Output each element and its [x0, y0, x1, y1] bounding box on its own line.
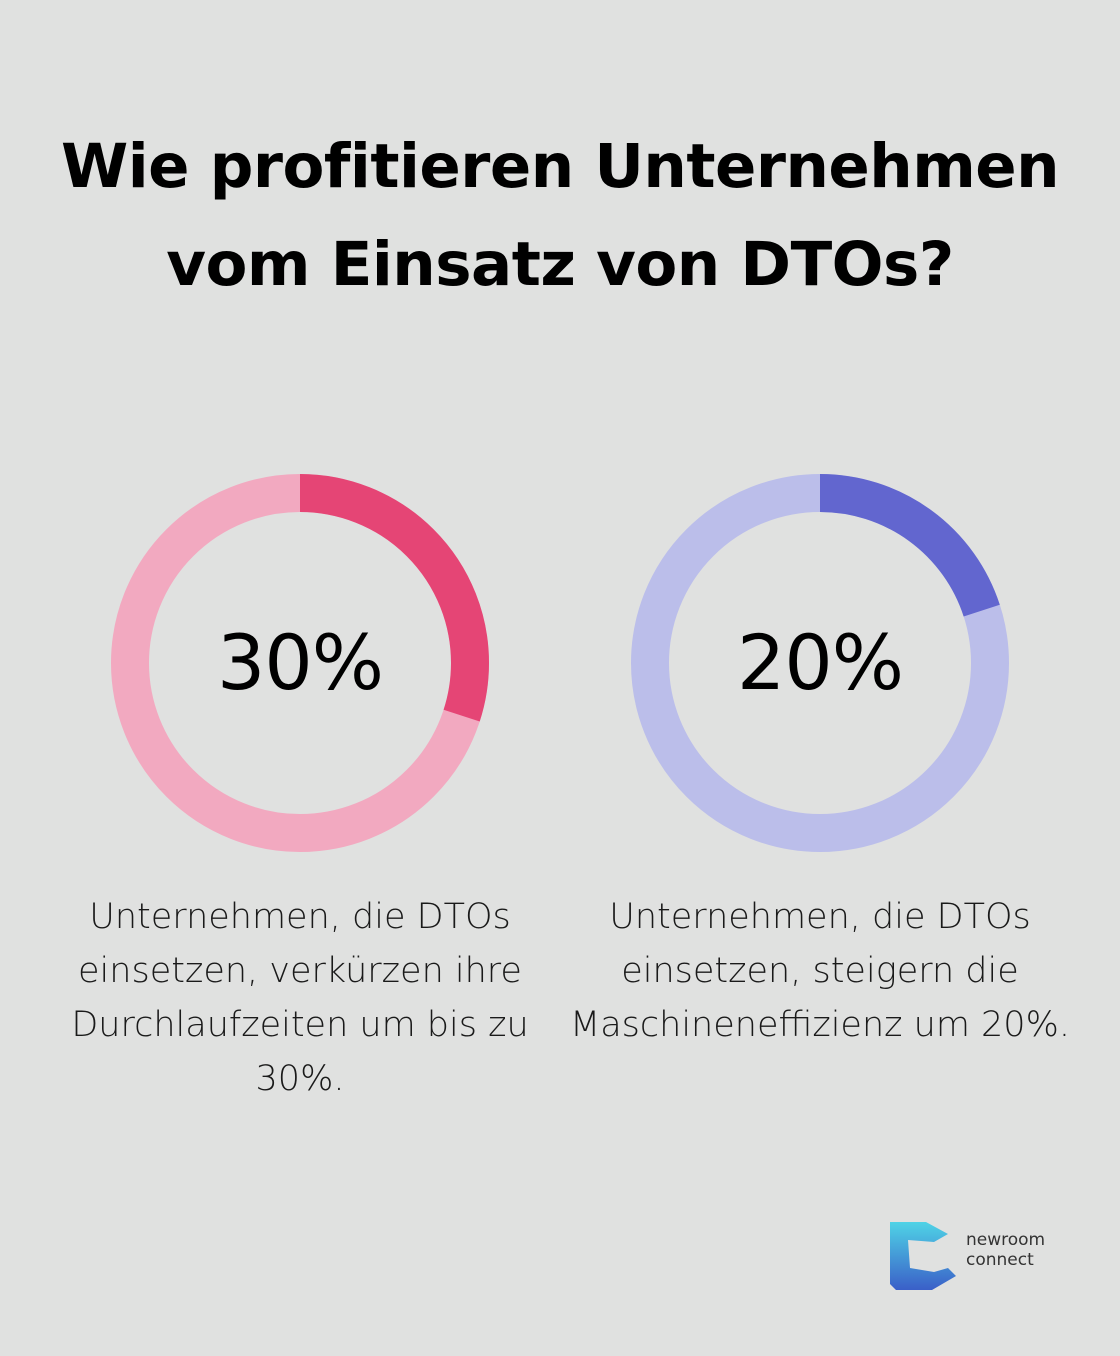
brand-line-1: newroom	[966, 1230, 1046, 1250]
caption-right: Unternehmen, die DTOs einsetzen, steiger…	[570, 897, 1070, 1045]
brand-name: newroom connect	[966, 1230, 1045, 1270]
donut-svg-left	[111, 474, 489, 852]
donut-value-right: 20%	[737, 618, 904, 707]
donut-chart-right: 20%	[630, 473, 1010, 853]
newroom-connect-logo-icon	[890, 1222, 956, 1290]
page-title: Wie profitieren Unternehmen vom Einsatz …	[60, 131, 1060, 300]
caption-left: Unternehmen, die DTOs einsetzen, verkürz…	[71, 897, 529, 1099]
donut-value-left: 30%	[217, 618, 384, 707]
donut-chart-left: 30%	[110, 473, 490, 853]
brand-logo-block: newroom connect	[886, 1218, 1066, 1298]
donut-segment-right	[631, 474, 1009, 852]
brand-line-2: connect	[966, 1250, 1034, 1270]
donut-svg-right	[631, 474, 1009, 852]
donut-segment-left	[111, 474, 489, 852]
